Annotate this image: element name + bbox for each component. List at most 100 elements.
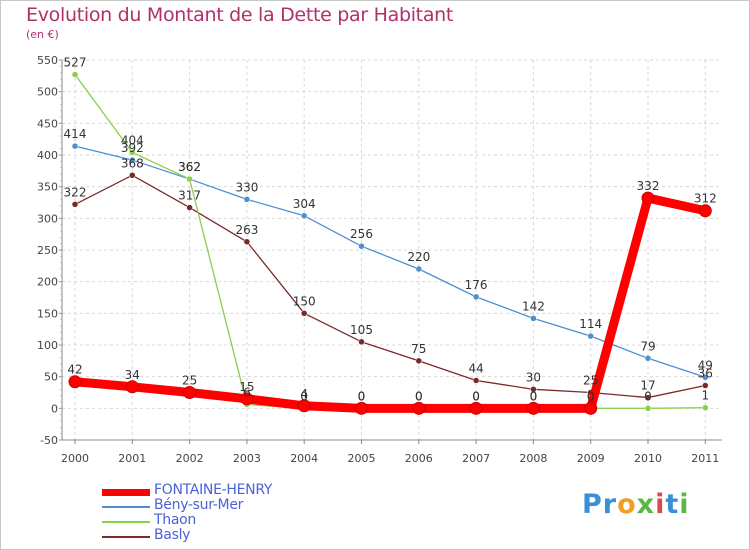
data-label-thaon: 527 <box>64 56 87 70</box>
y-tick-label: 350 <box>37 181 58 194</box>
x-tick-label: 2009 <box>577 452 605 465</box>
proxiti-logo: Proxiti <box>582 489 690 520</box>
x-tick-label: 2000 <box>61 452 89 465</box>
data-label-fontaine-henry: 0 <box>415 389 423 403</box>
legend-label-fontaine-henry: FONTAINE-HENRY <box>154 482 273 498</box>
y-tick-label: 250 <box>37 244 58 257</box>
data-point-beny-sur-mer <box>358 242 365 250</box>
data-label-fontaine-henry: 332 <box>637 179 660 193</box>
data-label-fontaine-henry: 312 <box>694 192 717 206</box>
data-label-thaon: 0 <box>358 389 366 403</box>
data-point-fontaine-henry <box>698 204 712 218</box>
data-point-fontaine-henry <box>297 399 311 413</box>
legend-label-basly: Basly <box>154 527 191 543</box>
logo-part: x <box>636 489 656 520</box>
data-label-basly: 75 <box>411 342 426 356</box>
data-label-fontaine-henry: 34 <box>125 368 140 382</box>
data-label-fontaine-henry: 0 <box>358 389 366 403</box>
data-point-basly <box>300 310 308 317</box>
data-point-beny-sur-mer <box>243 196 251 203</box>
y-tick-label: 50 <box>44 371 58 384</box>
x-tick-label: 2005 <box>348 452 376 465</box>
data-point-thaon <box>702 404 709 411</box>
chart-subtitle: (en €) <box>26 28 59 41</box>
data-point-basly <box>530 386 537 393</box>
data-point-beny-sur-mer <box>129 156 136 164</box>
data-label-basly: 44 <box>468 361 483 375</box>
data-label-thaon: 0 <box>530 389 538 403</box>
legend-label-beny-sur-mer: Bény-sur-Mer <box>154 497 244 513</box>
x-tick-label: 2010 <box>634 452 662 465</box>
legend-swatch-thaon <box>102 521 150 523</box>
y-tick-label: 0 <box>51 402 58 415</box>
data-label-thaon: 0 <box>300 389 308 403</box>
data-label-thaon: 404 <box>121 133 144 147</box>
data-label-basly: 105 <box>350 323 373 337</box>
data-label-basly: 317 <box>178 189 201 203</box>
data-point-thaon <box>71 71 79 78</box>
y-tick-label: 100 <box>37 339 58 352</box>
data-label-basly: 36 <box>698 367 713 381</box>
y-tick-label: 300 <box>37 212 58 225</box>
data-label-basly: 150 <box>293 294 316 308</box>
x-tick-label: 2007 <box>462 452 490 465</box>
data-point-thaon <box>644 405 652 412</box>
data-point-basly <box>186 204 193 211</box>
data-label-beny-sur-mer: 304 <box>293 197 316 211</box>
y-tick-label: 450 <box>37 117 58 130</box>
legend-label-thaon: Thaon <box>154 512 196 528</box>
data-label-thaon: 362 <box>178 160 201 174</box>
data-label-basly: 30 <box>526 370 541 384</box>
y-tick-label: 550 <box>37 54 58 67</box>
data-label-basly: 368 <box>121 156 144 170</box>
data-label-beny-sur-mer: 114 <box>579 317 602 331</box>
data-label-thaon: 1 <box>701 389 709 403</box>
legend-swatch-fontaine-henry <box>102 489 150 496</box>
data-label-beny-sur-mer: 79 <box>640 339 655 353</box>
data-point-fontaine-henry <box>240 392 254 406</box>
data-label-thaon: 0 <box>415 389 423 403</box>
data-label-basly: 263 <box>235 223 258 237</box>
y-tick-label: 400 <box>37 149 58 162</box>
y-tick-label: 500 <box>37 86 58 99</box>
data-point-basly <box>243 238 251 246</box>
data-label-basly: 25 <box>583 374 598 388</box>
data-point-fontaine-henry <box>584 401 598 415</box>
data-point-thaon <box>129 149 136 156</box>
data-point-beny-sur-mer <box>472 293 480 301</box>
chart-title: Evolution du Montant de la Dette par Hab… <box>26 4 454 26</box>
data-label-beny-sur-mer: 330 <box>235 180 258 194</box>
x-tick-label: 2008 <box>519 452 547 465</box>
data-label-basly: 322 <box>64 185 87 199</box>
legend-swatch-basly <box>102 536 150 538</box>
data-label-fontaine-henry: 4 <box>300 387 308 401</box>
data-label-beny-sur-mer: 176 <box>465 278 488 292</box>
data-label-fontaine-henry: 15 <box>239 380 254 394</box>
x-tick-label: 2003 <box>233 452 261 465</box>
data-point-beny-sur-mer <box>644 355 652 362</box>
data-point-basly <box>702 382 709 389</box>
y-tick-label: -50 <box>40 434 58 447</box>
logo-part: t <box>665 489 680 520</box>
legend-swatch-beny-sur-mer <box>102 506 150 508</box>
data-point-basly <box>644 394 652 401</box>
logo-part: o <box>617 489 637 520</box>
x-tick-label: 2011 <box>691 452 719 465</box>
data-point-fontaine-henry <box>412 401 426 415</box>
data-point-fontaine-henry <box>183 386 197 399</box>
data-point-beny-sur-mer <box>530 315 537 322</box>
x-tick-label: 2002 <box>176 452 204 465</box>
data-point-fontaine-henry <box>641 191 655 205</box>
x-tick-label: 2004 <box>290 452 318 465</box>
data-point-fontaine-henry <box>68 375 82 389</box>
logo-part: i <box>655 489 666 520</box>
data-label-beny-sur-mer: 414 <box>64 127 87 141</box>
data-label-fontaine-henry: 25 <box>182 374 197 388</box>
logo-part: i <box>679 489 690 520</box>
series-line-basly <box>74 174 706 399</box>
data-point-beny-sur-mer <box>300 212 308 220</box>
data-label-thaon: 0 <box>644 389 652 403</box>
data-point-thaon <box>186 175 193 183</box>
data-label-basly: 17 <box>640 379 655 393</box>
